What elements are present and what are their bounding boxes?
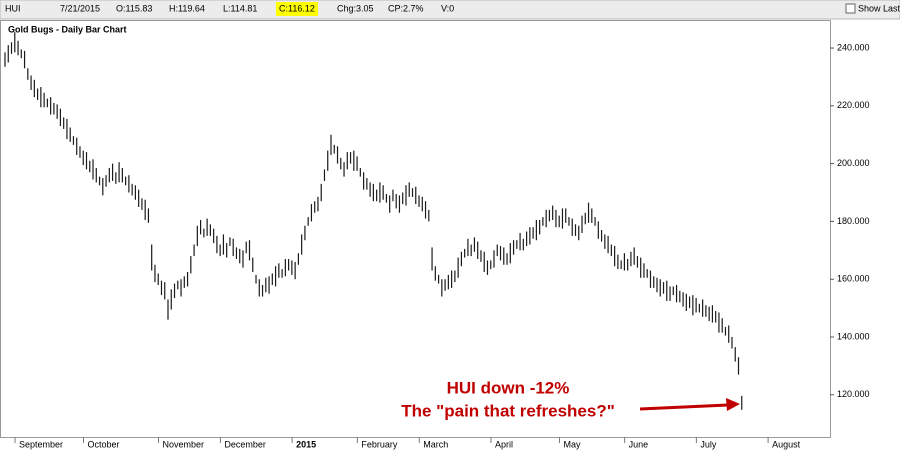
y-tick-label: 200.000 bbox=[837, 158, 870, 168]
annotation: HUI down -12% bbox=[447, 378, 570, 397]
y-tick-label: 140.000 bbox=[837, 331, 870, 341]
x-tick-label: 2015 bbox=[296, 439, 316, 449]
y-tick-label: 120.000 bbox=[837, 389, 870, 399]
x-tick-label: May bbox=[563, 439, 581, 449]
chart-title: Gold Bugs - Daily Bar Chart bbox=[8, 24, 127, 34]
x-tick-label: September bbox=[19, 439, 63, 449]
y-tick-label: 180.000 bbox=[837, 216, 870, 226]
x-tick-label: February bbox=[361, 439, 398, 449]
x-tick-label: July bbox=[700, 439, 717, 449]
high: H:119.64 bbox=[169, 3, 205, 13]
change: Chg:3.05 bbox=[337, 3, 374, 13]
x-tick-label: August bbox=[772, 439, 801, 449]
plot-frame bbox=[0, 20, 831, 438]
x-tick-label: November bbox=[162, 439, 204, 449]
y-tick-label: 160.000 bbox=[837, 274, 870, 284]
symbol: HUI bbox=[5, 3, 21, 13]
y-tick-label: 220.000 bbox=[837, 100, 870, 110]
close-highlight bbox=[276, 2, 318, 16]
x-tick-label: March bbox=[423, 439, 448, 449]
show-last-checkbox[interactable] bbox=[845, 3, 856, 14]
show-last-label[interactable]: Show Last bbox=[858, 3, 900, 13]
toolbar bbox=[0, 0, 900, 20]
x-tick-label: June bbox=[629, 439, 649, 449]
arrow-head bbox=[726, 398, 740, 411]
annotation: The "pain that refreshes?" bbox=[401, 401, 615, 420]
x-tick-label: December bbox=[224, 439, 266, 449]
annotation-arrow bbox=[639, 403, 729, 411]
x-tick-label: October bbox=[88, 439, 120, 449]
close: C:116.12 bbox=[279, 3, 315, 13]
date: 7/21/2015 bbox=[60, 3, 100, 13]
x-tick-label: April bbox=[495, 439, 513, 449]
y-tick-label: 240.000 bbox=[837, 42, 870, 52]
volume: V:0 bbox=[441, 3, 454, 13]
change-pct: CP:2.7% bbox=[388, 3, 424, 13]
open: O:115.83 bbox=[116, 3, 152, 13]
low: L:114.81 bbox=[223, 3, 257, 13]
